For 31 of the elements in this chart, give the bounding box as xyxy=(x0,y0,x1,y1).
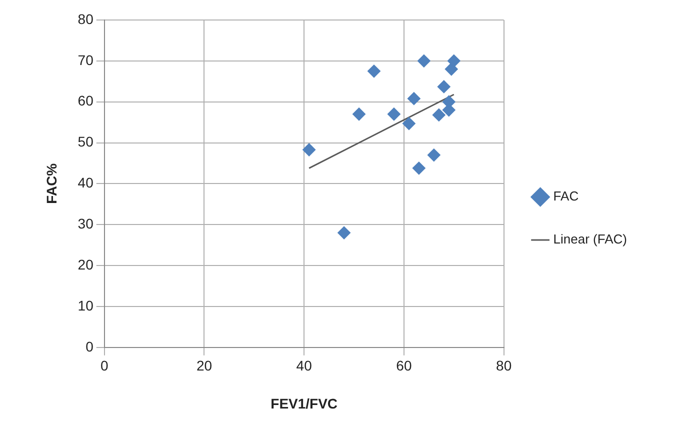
legend-label: FAC xyxy=(553,188,579,204)
point xyxy=(417,54,430,68)
point xyxy=(367,64,380,78)
y-tick-label: 10 xyxy=(78,297,94,314)
y-tick-label: 40 xyxy=(78,174,94,191)
point xyxy=(407,92,420,106)
x-tick-label: 40 xyxy=(296,358,312,374)
y-tick-label: 50 xyxy=(78,134,94,150)
y-tick-label: 20 xyxy=(78,256,94,272)
x-tick-label: 0 xyxy=(100,358,108,374)
legend-label: Linear (FAC) xyxy=(553,232,628,247)
point xyxy=(338,226,351,240)
point xyxy=(432,108,446,122)
x-axis-title: FEV1/FVC xyxy=(270,395,338,412)
x-tick-label: 80 xyxy=(496,358,512,374)
point xyxy=(302,143,316,156)
y-tick-label: 60 xyxy=(78,92,94,109)
x-tick-label: 60 xyxy=(396,358,412,374)
y-tick-label: 30 xyxy=(78,215,94,232)
point xyxy=(437,80,450,94)
point xyxy=(352,108,366,121)
x-tick-label: 20 xyxy=(196,358,212,374)
point xyxy=(427,148,440,162)
point xyxy=(447,54,460,68)
y-tick-label: 0 xyxy=(86,338,94,354)
y-tick-label: 70 xyxy=(78,52,94,68)
y-axis-title: FAC% xyxy=(43,162,60,204)
point xyxy=(412,162,426,175)
point xyxy=(387,108,400,121)
y-tick-label: 80 xyxy=(78,10,94,27)
point xyxy=(402,117,416,130)
